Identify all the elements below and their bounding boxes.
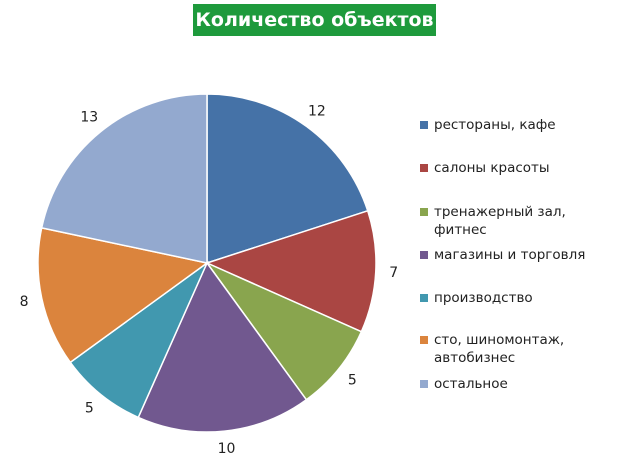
legend-label: производство	[434, 290, 533, 306]
data-label: 7	[389, 265, 398, 281]
legend-swatch	[420, 336, 428, 344]
data-label: 10	[218, 441, 236, 457]
legend-label: остальное	[434, 376, 508, 392]
legend-swatch	[420, 251, 428, 259]
legend-swatch	[420, 121, 428, 129]
pie-slices	[37, 93, 377, 433]
pie-slice	[37, 226, 209, 364]
pie-slice	[40, 93, 208, 264]
pie-slice	[206, 93, 369, 265]
pie-slice	[204, 261, 363, 401]
legend-label: магазины и торговля	[434, 247, 586, 263]
data-label: 5	[85, 400, 94, 416]
legend-label: рестораны, кафе	[434, 117, 556, 133]
data-label: 8	[20, 294, 29, 310]
legend-label: салоны красоты	[434, 160, 550, 176]
data-label: 13	[80, 110, 98, 126]
legend-label: сто, шиномонтаж, автобизнес	[434, 332, 565, 366]
legend-swatch	[420, 380, 428, 388]
pie-data-labels: 12 7 5 10 5 8 13	[20, 104, 399, 457]
pie-slice	[204, 209, 377, 333]
data-label: 5	[348, 373, 357, 389]
legend-swatch	[420, 208, 428, 216]
legend-label: тренажерный зал, фитнес	[434, 204, 566, 238]
pie-slice	[69, 260, 209, 419]
pie-slice	[137, 261, 308, 433]
data-label: 12	[308, 104, 326, 120]
chart-title: Количество объектов	[193, 4, 436, 36]
legend-swatch	[420, 294, 428, 302]
legend-swatch	[420, 164, 428, 172]
